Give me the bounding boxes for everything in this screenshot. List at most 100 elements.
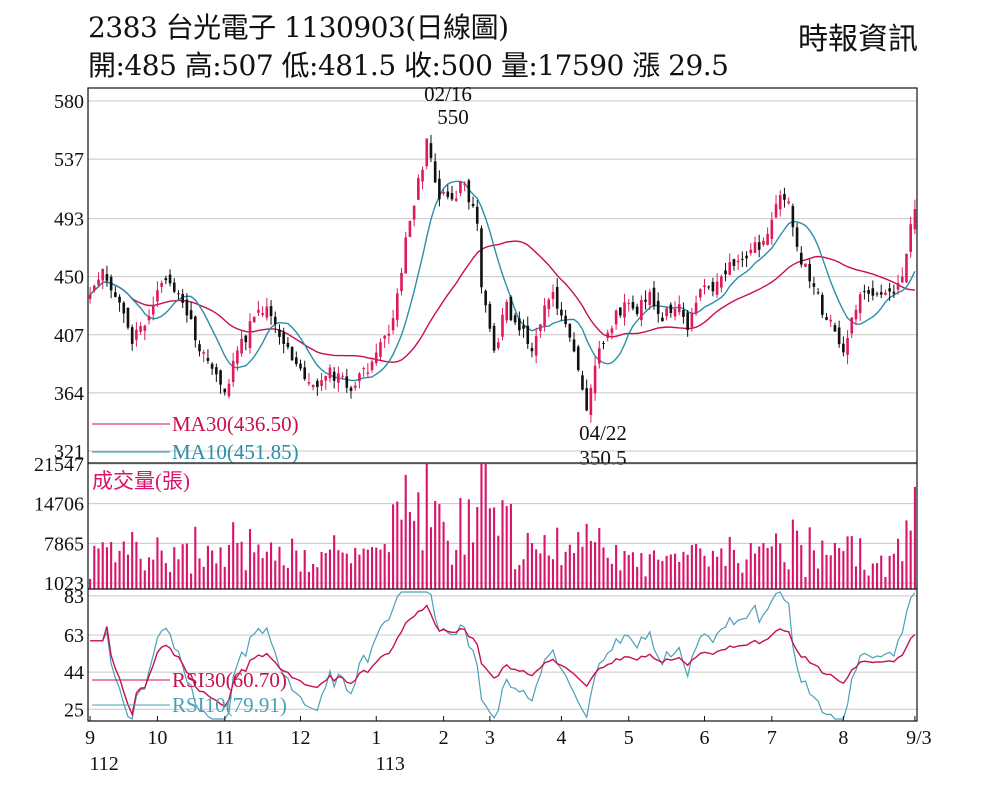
candle-body <box>787 201 790 204</box>
candle-body <box>105 274 109 281</box>
candle-body <box>804 263 807 267</box>
candle-body <box>362 367 365 369</box>
volume-bar <box>648 554 651 589</box>
candle-body <box>808 263 811 282</box>
volume-bar <box>581 546 584 589</box>
candle-body <box>846 338 849 355</box>
volume-bar <box>126 554 130 589</box>
candle-body <box>555 287 559 309</box>
volume-bar <box>177 559 180 589</box>
x-year-label: 113 <box>376 753 405 775</box>
candle-body <box>438 178 441 200</box>
volume-bar <box>110 542 113 589</box>
price-y-tick-label: 537 <box>54 149 84 171</box>
volume-bar <box>686 554 689 589</box>
rsi10-legend-label: RSI10(79.91) <box>172 693 287 717</box>
volume-bar <box>261 558 264 589</box>
volume-bar <box>206 545 209 589</box>
volume-bar <box>429 527 433 589</box>
candle-body <box>126 307 130 328</box>
volume-bar <box>97 548 100 589</box>
candle-body <box>896 282 900 290</box>
candle-body <box>446 191 450 197</box>
candle-body <box>522 325 525 329</box>
volume-bar <box>577 532 580 589</box>
volume-bar <box>770 546 773 589</box>
volume-bar <box>366 549 369 589</box>
x-tick-label: 7 <box>767 727 777 749</box>
volume-bar <box>223 566 226 589</box>
price-y-ticks: 580 537 493 450 407 364 321 <box>54 91 84 463</box>
x-year-label: 112 <box>89 753 118 775</box>
candle-body <box>135 329 138 340</box>
candle-body <box>547 299 551 310</box>
candle-body <box>454 198 458 201</box>
price-y-tick-label: 407 <box>54 325 84 347</box>
candle-body <box>109 276 113 291</box>
candle-body <box>778 195 782 210</box>
candle-body <box>837 327 841 345</box>
candle-body <box>358 373 361 382</box>
candle-body <box>669 304 673 313</box>
volume-bar <box>636 566 639 589</box>
candle-body <box>652 287 656 307</box>
volume-bar <box>198 558 201 589</box>
volume-bar <box>787 569 790 589</box>
volume-bar <box>526 532 529 589</box>
candle-body <box>240 338 243 354</box>
rsi-legend: RSI30(60.70) RSI10(79.91) <box>92 668 287 717</box>
candle-body <box>383 335 386 339</box>
volume-bar <box>594 542 597 589</box>
volume-bar <box>615 545 618 589</box>
volume-bar <box>173 547 176 589</box>
candle-body <box>724 270 727 275</box>
volume-bar <box>661 560 664 589</box>
volume-bar <box>160 550 163 589</box>
candle-body <box>189 310 193 319</box>
volume-bar <box>640 553 643 589</box>
candle-body <box>707 286 711 288</box>
volume-bar <box>215 563 218 589</box>
ma10-legend-label: MA10(451.85) <box>172 440 299 464</box>
volume-bar <box>585 523 588 589</box>
candle-body <box>875 293 879 295</box>
candle-body <box>303 367 307 380</box>
candle-body <box>854 309 858 320</box>
x-tick-label: 2 <box>439 727 449 749</box>
candle-body <box>122 302 126 314</box>
volume-bar <box>850 536 853 589</box>
candle-body <box>160 282 163 287</box>
volume-bar <box>387 552 390 589</box>
candle-body <box>753 242 757 253</box>
candle-body <box>202 352 206 354</box>
candle-body <box>698 289 702 298</box>
volume-bar <box>122 541 125 589</box>
candle-body <box>757 242 761 250</box>
volume-bar <box>703 555 706 589</box>
volume-bar <box>236 542 239 589</box>
candle-body <box>513 315 517 323</box>
candle-body <box>833 325 837 332</box>
volume-bar <box>619 570 622 589</box>
candle-body <box>766 233 769 245</box>
candle-body <box>589 387 593 416</box>
volume-bar <box>295 550 298 589</box>
candle-body <box>328 367 332 379</box>
candle-body <box>320 380 323 386</box>
candle-body <box>505 301 509 321</box>
volume-bar <box>471 542 475 589</box>
volume-bar <box>139 558 142 589</box>
volume-bar <box>522 559 525 589</box>
candle-body <box>606 332 610 338</box>
volume-bar <box>509 504 512 589</box>
candle-body <box>223 388 227 393</box>
volume-bar <box>320 551 323 589</box>
candle-body <box>703 285 706 288</box>
volume-bar <box>669 554 672 589</box>
candle-body <box>156 290 159 302</box>
candle-body <box>475 206 479 224</box>
volume-bar <box>164 563 167 589</box>
candle-body <box>172 282 176 292</box>
candle-body <box>311 384 315 388</box>
